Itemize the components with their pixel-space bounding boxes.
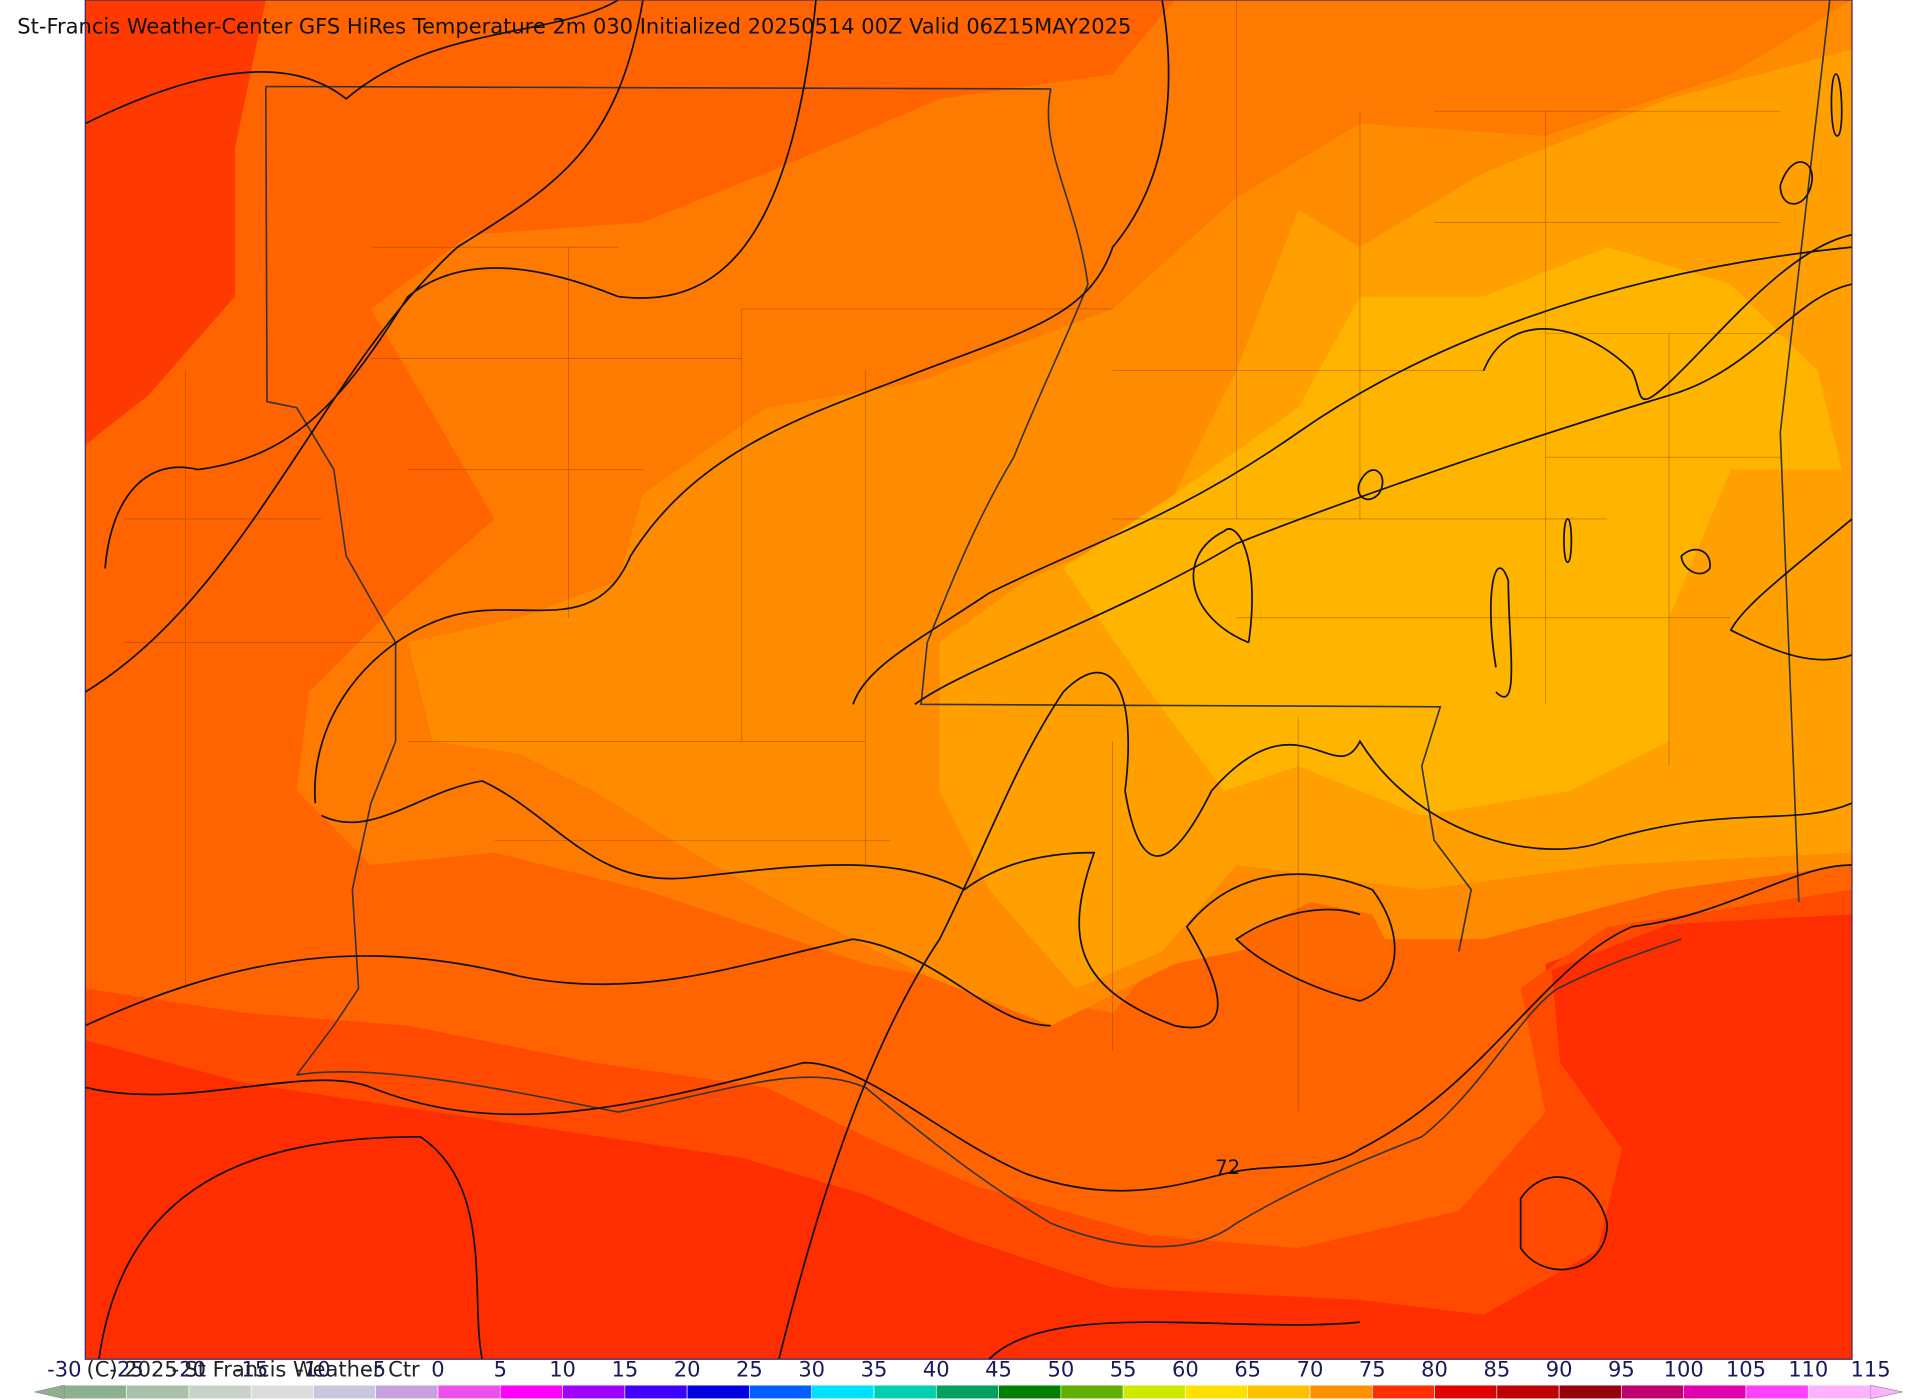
temperature-field [1063, 247, 1843, 816]
colorbar-swatch [499, 1384, 563, 1400]
colorbar-tick-label: -30 [47, 1357, 81, 1382]
colorbar-tick-label: 35 [861, 1357, 888, 1382]
colorbar-tick-label: 90 [1546, 1357, 1573, 1382]
colorbar-tick-label: 110 [1788, 1357, 1828, 1382]
colorbar-swatch [1745, 1384, 1809, 1400]
contour-line [1729, 518, 1853, 661]
contour-line [1357, 73, 1843, 575]
state-border [920, 88, 1473, 952]
colorbar-tick-label: 80 [1421, 1357, 1448, 1382]
contour-line [313, 0, 1170, 804]
colorbar-swatch [1247, 1384, 1311, 1400]
title: St-Francis Weather-Center GFS HiRes Temp… [17, 13, 1131, 38]
contour-line [84, 938, 1051, 1027]
colorbar-swatch [1371, 1384, 1435, 1400]
colorbar-tick-label: 10 [549, 1357, 576, 1382]
colorbar-extend [1870, 1384, 1903, 1400]
colorbar-tick-label: 15 [611, 1357, 638, 1382]
colorbar-swatch [811, 1384, 875, 1400]
colorbar-tick-label: 115 [1850, 1357, 1890, 1382]
colorbar-tick-label: 60 [1172, 1357, 1199, 1382]
colorbar-tick-label: 55 [1110, 1357, 1137, 1382]
colorbar-tick-label: 25 [736, 1357, 763, 1382]
colorbar-tick-label: 50 [1047, 1357, 1074, 1382]
map: 72 [84, 0, 1853, 1360]
temperature-field [85, 908, 1853, 1360]
state-border [1779, 0, 1831, 903]
contour-line [98, 1135, 1361, 1360]
county-line [123, 0, 1781, 1113]
contour-line [104, 0, 817, 569]
colorbar-swatch [935, 1384, 999, 1400]
contour-line [914, 283, 1853, 706]
colorbar-swatch [1683, 1384, 1747, 1400]
temperature-field [85, 889, 1853, 1315]
colorbar-swatch [1185, 1384, 1249, 1400]
colorbar-tick-label: 40 [923, 1357, 950, 1382]
colorbar-tick-label: -10 [296, 1357, 330, 1382]
colorbar-swatch [1122, 1384, 1186, 1400]
colorbar-tick-label: 85 [1483, 1357, 1510, 1382]
colorbar-tick-label: 30 [798, 1357, 825, 1382]
colorbar-swatch [1621, 1384, 1685, 1400]
contour-label: 72 [1215, 1156, 1240, 1179]
contour-line [1192, 233, 1853, 698]
colorbar-tick-label: -20 [172, 1357, 206, 1382]
contour-line [84, 0, 644, 693]
colorbar-swatch [313, 1384, 377, 1400]
colorbar-swatch [1434, 1384, 1498, 1400]
coastline [296, 938, 1682, 1248]
colorbar-swatch [126, 1384, 190, 1400]
contour-line [321, 780, 1396, 1029]
colorbar-swatch [1060, 1384, 1124, 1400]
contour-line [85, 864, 1853, 1192]
colorbar-swatch [63, 1384, 127, 1400]
colorbar-tick-label: 100 [1664, 1357, 1704, 1382]
colorbar-swatch [1496, 1384, 1560, 1400]
colorbar-tick-label: 95 [1608, 1357, 1635, 1382]
colorbar-tick-label: 0 [431, 1357, 444, 1382]
copyright: (C) 2025 St Francis Weather Ctr [87, 1357, 421, 1382]
colorbar-swatch [188, 1384, 252, 1400]
contour-line [852, 246, 1853, 705]
colorbar-tick-label: -15 [234, 1357, 268, 1382]
state-border [265, 85, 1051, 1076]
colorbar-swatch [1309, 1384, 1373, 1400]
colorbar-swatch [437, 1384, 501, 1400]
colorbar-extend [34, 1384, 65, 1400]
colorbar-swatch [562, 1384, 626, 1400]
temperature-field [1236, 902, 1398, 989]
colorbar-swatch [1807, 1384, 1871, 1400]
colorbar-tick-label: -25 [109, 1357, 143, 1382]
colorbar-tick-label: 45 [985, 1357, 1012, 1382]
colorbar-tick-label: 5 [494, 1357, 507, 1382]
colorbar-tick-label: 75 [1359, 1357, 1386, 1382]
colorbar-tick-label: 20 [674, 1357, 701, 1382]
colorbar-swatch [375, 1384, 439, 1400]
colorbar-swatch [1558, 1384, 1622, 1400]
contour-line [84, 0, 619, 125]
colorbar-tick-label: -5 [365, 1357, 386, 1382]
colorbar-tick-label: 70 [1297, 1357, 1324, 1382]
contour-line [1519, 1176, 1609, 1271]
map-frame [84, 0, 1853, 1360]
colorbar-swatch [998, 1384, 1062, 1400]
temperature-field [85, 0, 266, 445]
colorbar-tick-label: 65 [1234, 1357, 1261, 1382]
colorbar-swatch [686, 1384, 750, 1400]
colorbar-tick-label: 105 [1726, 1357, 1766, 1382]
contour-line [778, 671, 1853, 1360]
colorbar-swatch [749, 1384, 813, 1400]
colorbar-swatch [624, 1384, 688, 1400]
colorbar-swatch [873, 1384, 937, 1400]
colorbar: -30 -25 -20 -15 -10 -5 0 5 10 15 20 25 30 35 40 45 50 55 6… [34, 1357, 1903, 1400]
colorbar-swatch [250, 1384, 314, 1400]
